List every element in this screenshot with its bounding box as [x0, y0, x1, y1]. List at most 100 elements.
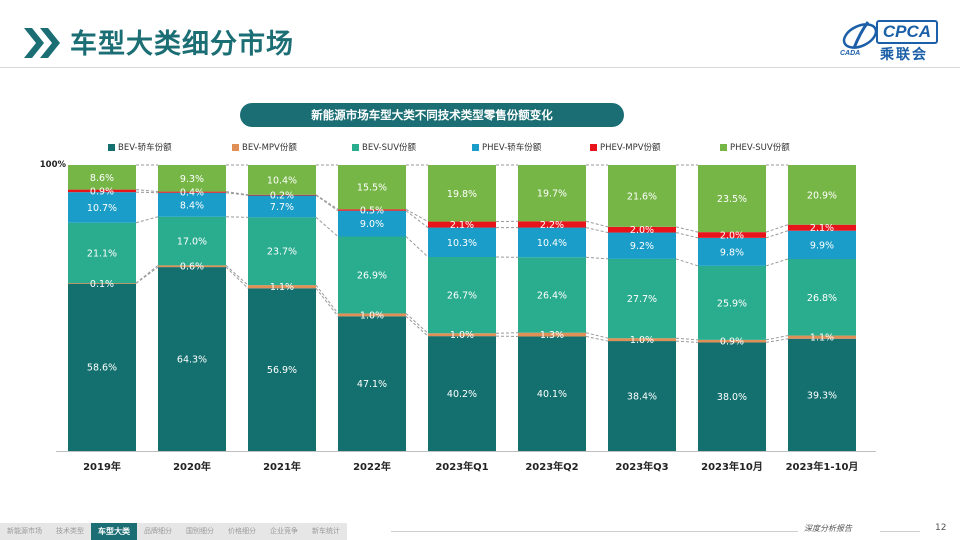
connector-line	[675, 258, 699, 267]
data-label: 9.3%	[180, 174, 204, 185]
bar-segment	[788, 230, 856, 259]
connector-line	[225, 192, 249, 196]
bar-segment	[158, 165, 226, 192]
legend-label: PHEV-MPV份额	[600, 143, 661, 153]
cpca-logo-mark-icon	[842, 21, 878, 49]
legend-swatch	[472, 143, 479, 151]
data-label: 2.1%	[450, 220, 474, 231]
footer-tab[interactable]: 车型大类	[91, 523, 137, 540]
connector-line	[315, 194, 339, 210]
connector-line	[135, 191, 159, 194]
chart-legend: BEV-轿车份额 BEV-MPV份额 BEV-SUV份额 PHEV-轿车份额 PHEV-…	[0, 141, 960, 155]
bar-segment	[338, 165, 406, 210]
bar-segment	[68, 283, 136, 284]
footer-tab[interactable]: 新车统计	[305, 523, 347, 540]
bar-segment	[338, 236, 406, 314]
footer-divider-right	[880, 531, 920, 532]
data-label: 21.1%	[87, 248, 117, 259]
bar-segment	[428, 165, 496, 222]
bar-segment	[518, 332, 586, 337]
connector-line	[315, 216, 339, 237]
bar-segment	[248, 217, 316, 286]
legend-swatch	[590, 143, 597, 151]
connector-line	[495, 332, 519, 334]
data-label: 0.5%	[360, 206, 384, 217]
bar-segment	[158, 267, 226, 451]
bar-segment	[788, 338, 856, 451]
legend-item: BEV-SUV份额	[352, 141, 416, 153]
bar-segment	[68, 189, 136, 193]
connector-line	[225, 216, 249, 218]
bar-segment	[248, 285, 316, 289]
bar-segment	[68, 283, 136, 451]
bar-segment	[68, 192, 136, 223]
data-label: 17.0%	[177, 237, 207, 248]
logo-subtitle: 乘联会	[880, 47, 928, 63]
data-label: 7.7%	[270, 202, 294, 213]
legend-item: PHEV-MPV份额	[590, 141, 661, 153]
data-label: 40.1%	[537, 389, 567, 400]
connector-line	[585, 227, 609, 234]
footer-tab[interactable]: 技术类型	[49, 523, 91, 540]
connector-line	[135, 189, 159, 193]
y-axis-max-label: 100%	[40, 160, 67, 170]
bar-segment	[158, 265, 226, 268]
bar-segment	[698, 339, 766, 343]
data-label: 64.3%	[177, 355, 207, 366]
legend-item: BEV-MPV份额	[232, 141, 297, 153]
connector-line	[675, 337, 699, 341]
bar-segment	[698, 232, 766, 238]
bar-segment	[428, 221, 496, 228]
bar-segment	[788, 165, 856, 225]
bar-segment	[428, 336, 496, 451]
connector-line	[585, 220, 609, 228]
data-label: 2.0%	[720, 231, 744, 242]
footer-tab[interactable]: 价格细分	[221, 523, 263, 540]
data-label: 9.8%	[720, 247, 744, 258]
connector-line	[675, 340, 699, 343]
connector-line	[225, 265, 249, 286]
data-label: 38.0%	[717, 392, 747, 403]
data-label: 20.9%	[807, 190, 837, 201]
bar-segment	[338, 313, 406, 317]
bar-segment	[158, 216, 226, 266]
connector-line	[765, 258, 789, 267]
footer-tab[interactable]: 企业竞争	[263, 523, 305, 540]
bar-segment	[248, 194, 316, 196]
bar-segment	[68, 165, 136, 190]
logo-text: CPCA	[876, 20, 938, 44]
x-tick-label: 2023年10月	[701, 460, 763, 473]
data-label: 10.3%	[447, 238, 477, 249]
connector-line	[225, 266, 249, 289]
bar-segment	[518, 257, 586, 333]
legend-item: BEV-轿车份额	[108, 141, 172, 153]
data-label: 9.0%	[360, 219, 384, 230]
connector-line	[315, 284, 339, 314]
footer-tab[interactable]: 品牌细分	[137, 523, 179, 540]
x-tick-label: 2019年	[83, 460, 121, 473]
data-label: 19.7%	[537, 189, 567, 200]
cpca-logo: CPCA 乘联会 CADA	[836, 16, 946, 66]
data-label: 26.7%	[447, 291, 477, 302]
data-label: 47.1%	[357, 379, 387, 390]
connector-line	[765, 338, 789, 343]
footer-tab[interactable]: 国别细分	[179, 523, 221, 540]
data-label: 10.4%	[537, 238, 567, 249]
legend-swatch	[108, 143, 115, 151]
connector-line	[135, 216, 159, 224]
header-divider	[0, 67, 960, 68]
footer-tab[interactable]: 新能源市场	[0, 523, 49, 540]
bar-segment	[428, 227, 496, 257]
data-label: 58.6%	[87, 363, 117, 374]
data-label: 1.1%	[810, 333, 834, 344]
bar-segment	[608, 232, 676, 259]
connector-line	[765, 224, 789, 233]
connector-line	[765, 230, 789, 239]
data-label: 21.6%	[627, 191, 657, 202]
data-label: 56.9%	[267, 365, 297, 376]
bar-segment	[518, 336, 586, 451]
data-label: 0.1%	[90, 279, 114, 290]
data-label: 23.5%	[717, 194, 747, 205]
data-label: 2.2%	[540, 220, 564, 231]
